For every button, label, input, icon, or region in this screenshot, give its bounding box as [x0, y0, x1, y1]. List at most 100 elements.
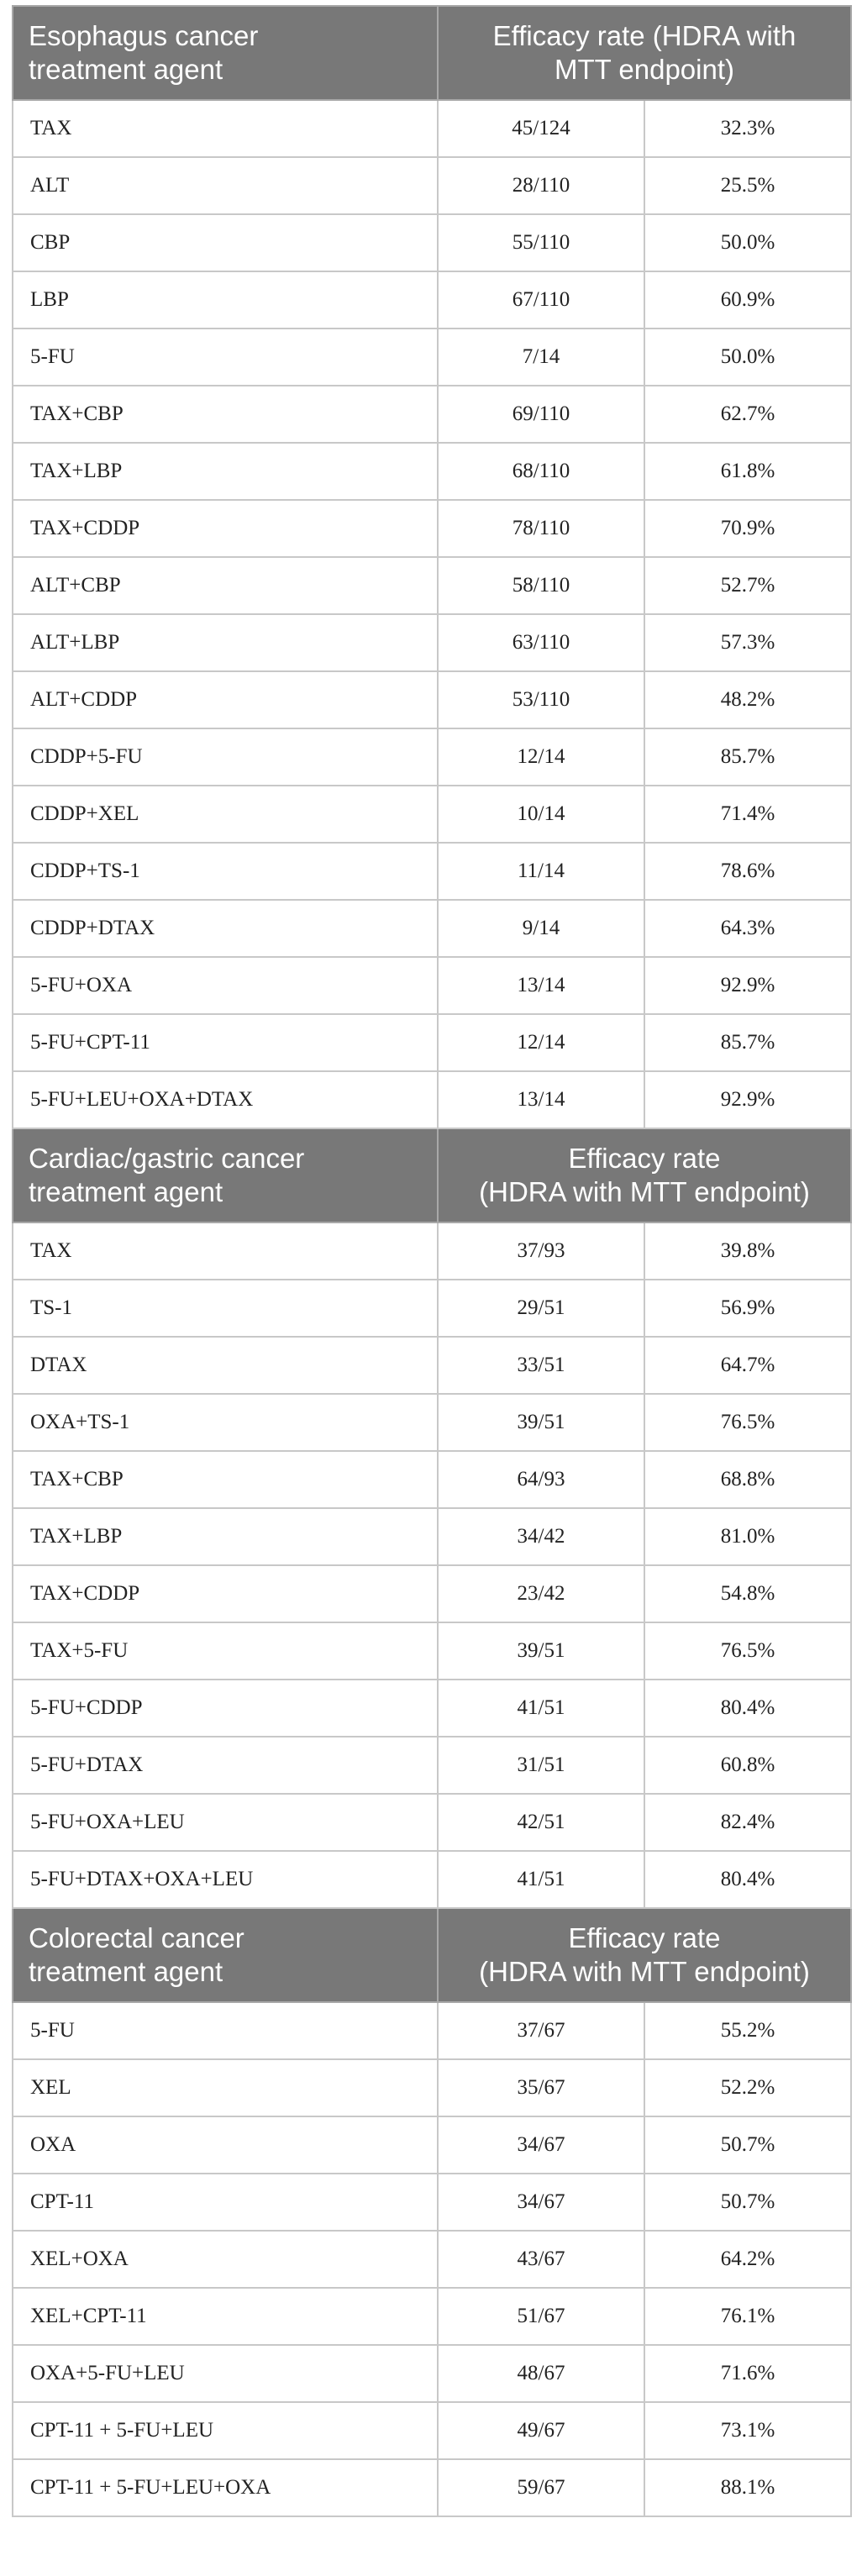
rate-cell: 61.8%: [643, 442, 853, 501]
rate-cell: 32.3%: [643, 99, 853, 158]
agent-cell: 5-FU+OXA: [12, 956, 439, 1015]
rate-cell: 48.2%: [643, 670, 853, 729]
ratio-cell: 23/42: [437, 1564, 645, 1623]
ratio-cell: 67/110: [437, 271, 645, 329]
ratio-cell: 49/67: [437, 2401, 645, 2460]
ratio-cell: 63/110: [437, 613, 645, 672]
ratio-cell: 34/42: [437, 1507, 645, 1566]
agent-cell: CPT-11 + 5-FU+LEU: [12, 2401, 439, 2460]
table-row: OXA+5-FU+LEU 48/67 71.6%: [12, 2344, 853, 2403]
agent-cell: 5-FU+CDDP: [12, 1679, 439, 1737]
ratio-cell: 53/110: [437, 670, 645, 729]
rate-cell: 50.7%: [643, 2173, 853, 2232]
table-row: 5-FU+CPT-11 12/14 85.7%: [12, 1013, 853, 1072]
rate-cell: 78.6%: [643, 842, 853, 901]
table-row: ALT+CDDP 53/110 48.2%: [12, 670, 853, 729]
agent-cell: ALT: [12, 156, 439, 215]
table-row: CDDP+DTAX 9/14 64.3%: [12, 899, 853, 958]
table-row: TAX+CBP 64/93 68.8%: [12, 1450, 853, 1509]
rate-cell: 68.8%: [643, 1450, 853, 1509]
ratio-cell: 58/110: [437, 556, 645, 615]
rate-cell: 25.5%: [643, 156, 853, 215]
ratio-cell: 45/124: [437, 99, 645, 158]
agent-cell: XEL+OXA: [12, 2230, 439, 2289]
rate-cell: 92.9%: [643, 1070, 853, 1129]
table-row: TAX+CBP 69/110 62.7%: [12, 385, 853, 444]
agent-cell: CPT-11 + 5-FU+LEU+OXA: [12, 2458, 439, 2517]
table-row: 5-FU+DTAX 31/51 60.8%: [12, 1736, 853, 1795]
rate-cell: 62.7%: [643, 385, 853, 444]
ratio-cell: 68/110: [437, 442, 645, 501]
rate-cell: 80.4%: [643, 1679, 853, 1737]
agent-cell: OXA+TS-1: [12, 1393, 439, 1452]
table-row: XEL+CPT-11 51/67 76.1%: [12, 2287, 853, 2346]
header-efficacy-cell: Efficacy rate (HDRA with MTT endpoint): [436, 5, 853, 101]
ratio-cell: 33/51: [437, 1336, 645, 1395]
agent-cell: 5-FU+DTAX: [12, 1736, 439, 1795]
ratio-cell: 7/14: [437, 328, 645, 386]
table-row: OXA 34/67 50.7%: [12, 2116, 853, 2174]
table-row: TAX 37/93 39.8%: [12, 1222, 853, 1280]
section-header-row: Colorectal cancer treatment agent Efficacy…: [12, 1907, 853, 2003]
table-row: ALT+LBP 63/110 57.3%: [12, 613, 853, 672]
ratio-cell: 12/14: [437, 728, 645, 786]
table-row: TAX+LBP 34/42 81.0%: [12, 1507, 853, 1566]
rate-cell: 50.0%: [643, 213, 853, 272]
ratio-cell: 37/67: [437, 2001, 645, 2060]
rate-cell: 80.4%: [643, 1850, 853, 1909]
ratio-cell: 64/93: [437, 1450, 645, 1509]
agent-cell: CDDP+TS-1: [12, 842, 439, 901]
table-row: LBP 67/110 60.9%: [12, 271, 853, 329]
agent-cell: XEL+CPT-11: [12, 2287, 439, 2346]
rate-cell: 64.2%: [643, 2230, 853, 2289]
rate-cell: 60.8%: [643, 1736, 853, 1795]
rate-cell: 64.3%: [643, 899, 853, 958]
agent-cell: XEL: [12, 2058, 439, 2117]
agent-cell: DTAX: [12, 1336, 439, 1395]
efficacy-table-container: Esophagus cancer treatment agent Efficacy …: [12, 5, 853, 2517]
efficacy-table: Esophagus cancer treatment agent Efficacy …: [12, 5, 853, 2517]
table-row: TAX+CDDP 78/110 70.9%: [12, 499, 853, 558]
table-row: CPT-11 + 5-FU+LEU+OXA 59/67 88.1%: [12, 2458, 853, 2517]
ratio-cell: 31/51: [437, 1736, 645, 1795]
agent-cell: CPT-11: [12, 2173, 439, 2232]
table-row: DTAX 33/51 64.7%: [12, 1336, 853, 1395]
table-row: 5-FU 37/67 55.2%: [12, 2001, 853, 2060]
table-row: TAX+5-FU 39/51 76.5%: [12, 1622, 853, 1680]
table-row: 5-FU+CDDP 41/51 80.4%: [12, 1679, 853, 1737]
rate-cell: 39.8%: [643, 1222, 853, 1280]
agent-cell: TAX+5-FU: [12, 1622, 439, 1680]
rate-cell: 52.2%: [643, 2058, 853, 2117]
table-row: CDDP+5-FU 12/14 85.7%: [12, 728, 853, 786]
rate-cell: 73.1%: [643, 2401, 853, 2460]
agent-cell: TAX+CDDP: [12, 1564, 439, 1623]
agent-cell: 5-FU+OXA+LEU: [12, 1793, 439, 1852]
rate-cell: 76.5%: [643, 1393, 853, 1452]
header-agent-cell: Cardiac/gastric cancer treatment agent: [12, 1128, 439, 1223]
table-row: 5-FU+OXA+LEU 42/51 82.4%: [12, 1793, 853, 1852]
ratio-cell: 12/14: [437, 1013, 645, 1072]
agent-cell: CBP: [12, 213, 439, 272]
header-efficacy-cell: Efficacy rate (HDRA with MTT endpoint): [436, 1128, 853, 1223]
ratio-cell: 55/110: [437, 213, 645, 272]
table-row: 5-FU+OXA 13/14 92.9%: [12, 956, 853, 1015]
rate-cell: 92.9%: [643, 956, 853, 1015]
rate-cell: 82.4%: [643, 1793, 853, 1852]
rate-cell: 76.1%: [643, 2287, 853, 2346]
table-row: CPT-11 34/67 50.7%: [12, 2173, 853, 2232]
rate-cell: 60.9%: [643, 271, 853, 329]
rate-cell: 88.1%: [643, 2458, 853, 2517]
table-row: TAX+CDDP 23/42 54.8%: [12, 1564, 853, 1623]
ratio-cell: 13/14: [437, 956, 645, 1015]
table-row: OXA+TS-1 39/51 76.5%: [12, 1393, 853, 1452]
agent-cell: TAX+CDDP: [12, 499, 439, 558]
table-row: ALT+CBP 58/110 52.7%: [12, 556, 853, 615]
agent-cell: CDDP+DTAX: [12, 899, 439, 958]
agent-cell: 5-FU: [12, 328, 439, 386]
ratio-cell: 41/51: [437, 1850, 645, 1909]
rate-cell: 55.2%: [643, 2001, 853, 2060]
ratio-cell: 9/14: [437, 899, 645, 958]
table-row: TAX+LBP 68/110 61.8%: [12, 442, 853, 501]
section-header-row: Cardiac/gastric cancer treatment agent Eff…: [12, 1128, 853, 1223]
rate-cell: 56.9%: [643, 1279, 853, 1338]
